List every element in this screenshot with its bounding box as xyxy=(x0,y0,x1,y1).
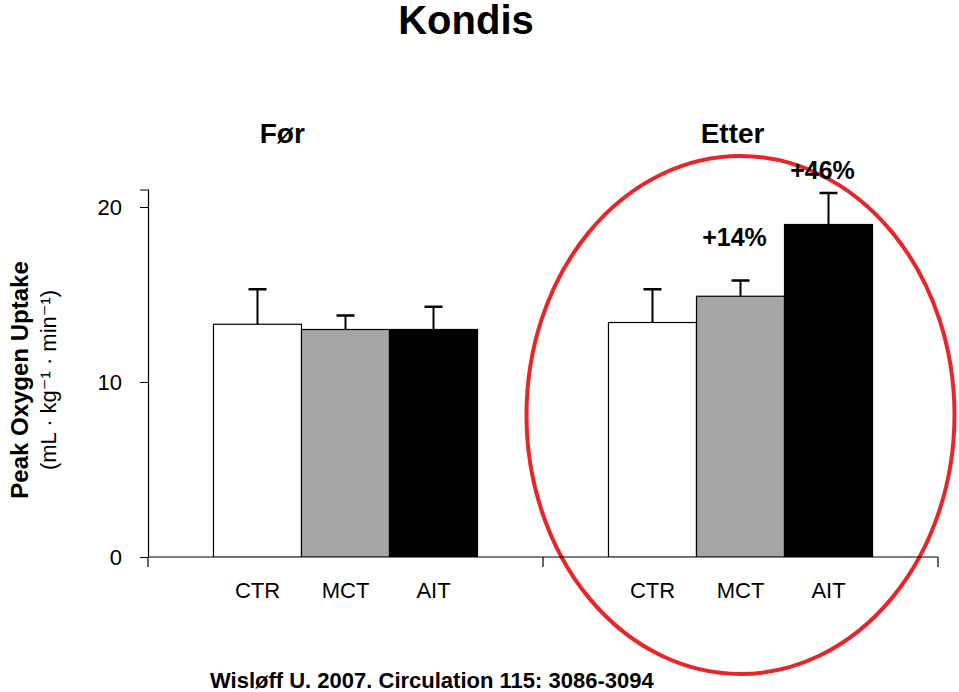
x-tick-label: AIT xyxy=(811,578,845,603)
error-bar-stem xyxy=(345,316,347,330)
error-bar-stem xyxy=(651,289,653,322)
y-axis-title: Peak Oxygen Uptake(mL · kg⁻¹ · min⁻¹) xyxy=(6,261,61,498)
chart-title: Kondis xyxy=(398,0,534,42)
x-group-separator xyxy=(147,557,148,567)
y-axis-line xyxy=(140,190,149,558)
plot-area xyxy=(213,193,872,557)
y-tick: 10 xyxy=(98,370,148,395)
error-bar-cap xyxy=(337,314,355,317)
annotation: +14% xyxy=(702,223,767,251)
y-tick-label: 10 xyxy=(98,370,122,395)
bar xyxy=(608,323,696,558)
error-bar-cap xyxy=(248,288,266,291)
y-axis: 0 10 20 xyxy=(98,190,149,570)
x-tick-label: CTR xyxy=(630,578,675,603)
error-bar xyxy=(643,289,661,322)
bar xyxy=(785,225,873,558)
x-tick-label: CTR xyxy=(235,578,280,603)
x-tick-label: MCT xyxy=(717,578,765,603)
y-tick-mark xyxy=(140,557,148,558)
highlight-ellipse xyxy=(527,156,955,674)
error-bar-cap xyxy=(732,279,750,282)
bar xyxy=(696,296,784,557)
bar xyxy=(213,324,301,557)
x-tick-label: AIT xyxy=(416,578,450,603)
y-tick: 0 xyxy=(110,545,148,570)
bar xyxy=(390,330,478,558)
chart-root: Kondis Peak Oxygen Uptake(mL · kg⁻¹ · min… xyxy=(0,0,959,692)
bar xyxy=(301,330,389,558)
x-axis xyxy=(148,557,938,567)
error-bar-stem xyxy=(740,281,742,297)
error-bar xyxy=(248,289,266,324)
y-axis-title-line: (mL · kg⁻¹ · min⁻¹) xyxy=(36,290,61,470)
x-group-separator xyxy=(542,557,543,567)
error-bar xyxy=(732,281,750,297)
error-bar-stem xyxy=(828,193,830,225)
x-group-separator xyxy=(937,557,938,567)
error-bar-cap xyxy=(820,192,838,195)
x-tick-label: MCT xyxy=(322,578,370,603)
y-tick-label: 20 xyxy=(98,195,122,220)
error-bar xyxy=(820,193,838,225)
group-label: Før xyxy=(260,118,305,149)
y-tick-mark xyxy=(140,382,148,383)
group-label: Etter xyxy=(701,118,765,149)
y-axis-title-line: Peak Oxygen Uptake xyxy=(6,261,33,498)
source: Wisløff U. 2007. Circulation 115: 3086-3… xyxy=(210,668,654,692)
y-tick-mark xyxy=(140,207,148,208)
y-tick: 20 xyxy=(98,195,148,220)
error-bar-stem xyxy=(256,289,258,324)
annotation: +46% xyxy=(790,156,855,184)
error-bar xyxy=(337,316,355,330)
error-bar-cap xyxy=(425,306,443,309)
error-bar xyxy=(425,307,443,330)
y-tick-label: 0 xyxy=(110,545,122,570)
error-bar-stem xyxy=(433,307,435,330)
error-bar-cap xyxy=(643,288,661,291)
